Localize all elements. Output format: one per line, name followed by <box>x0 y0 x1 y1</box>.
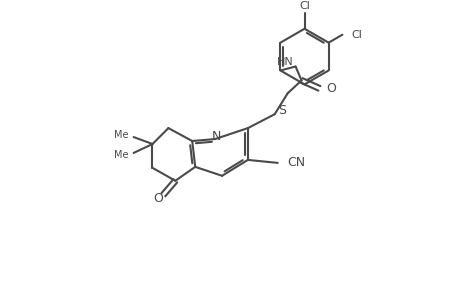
Text: CN: CN <box>287 156 305 170</box>
Text: Me: Me <box>114 150 129 160</box>
Text: Cl: Cl <box>351 30 361 40</box>
Text: S: S <box>277 104 285 117</box>
Text: Cl: Cl <box>298 1 309 11</box>
Text: O: O <box>326 82 336 95</box>
Text: HN: HN <box>276 56 293 67</box>
Text: Me: Me <box>114 130 129 140</box>
Text: O: O <box>153 192 163 205</box>
Text: N: N <box>211 130 220 142</box>
